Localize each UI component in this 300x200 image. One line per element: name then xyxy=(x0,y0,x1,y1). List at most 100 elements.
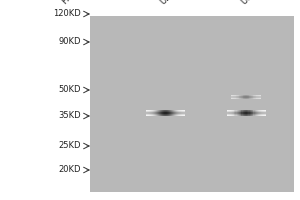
Bar xyxy=(231,96,261,97)
Bar xyxy=(64,86,65,92)
Bar xyxy=(240,95,241,99)
Bar xyxy=(78,109,79,117)
Bar xyxy=(75,109,76,117)
Bar xyxy=(237,95,238,99)
Bar xyxy=(57,86,58,92)
Text: 50KD: 50KD xyxy=(58,85,81,94)
Bar xyxy=(53,109,54,117)
Bar xyxy=(242,110,244,116)
Bar xyxy=(149,110,151,116)
Bar xyxy=(247,95,248,99)
Bar xyxy=(226,115,266,116)
Bar xyxy=(231,97,261,98)
Bar xyxy=(55,86,56,92)
Bar xyxy=(226,111,266,112)
Bar xyxy=(45,89,87,90)
Bar xyxy=(45,90,87,91)
Bar xyxy=(253,95,254,99)
Bar xyxy=(178,110,179,116)
Bar xyxy=(86,86,87,92)
Bar xyxy=(252,95,253,99)
Bar xyxy=(258,95,259,99)
Bar xyxy=(69,109,70,117)
Bar xyxy=(182,110,184,116)
Bar xyxy=(167,110,169,116)
Bar xyxy=(244,95,245,99)
Bar xyxy=(71,109,73,117)
Bar xyxy=(79,109,80,117)
Bar xyxy=(265,110,266,116)
Bar xyxy=(250,95,251,99)
Bar xyxy=(43,109,44,117)
Bar xyxy=(236,95,237,99)
Bar xyxy=(85,86,86,92)
Bar xyxy=(181,110,182,116)
Bar xyxy=(59,86,60,92)
Bar xyxy=(254,95,255,99)
Bar xyxy=(235,95,236,99)
Bar xyxy=(89,109,90,117)
Text: 90KD: 90KD xyxy=(58,38,81,46)
Bar xyxy=(65,86,67,92)
Bar xyxy=(173,110,175,116)
Bar xyxy=(238,110,239,116)
Bar xyxy=(246,95,247,99)
Bar xyxy=(52,86,54,92)
Bar xyxy=(44,109,46,117)
Bar xyxy=(247,110,248,116)
Bar xyxy=(76,109,78,117)
Bar xyxy=(244,110,245,116)
Bar xyxy=(262,110,263,116)
Bar xyxy=(60,86,61,92)
Bar xyxy=(70,86,71,92)
Bar xyxy=(254,110,256,116)
Bar xyxy=(146,115,184,116)
Bar xyxy=(236,110,238,116)
Bar xyxy=(157,110,158,116)
Bar xyxy=(62,86,63,92)
Bar xyxy=(48,109,50,117)
Bar xyxy=(76,86,77,92)
Bar xyxy=(146,110,148,116)
Bar xyxy=(56,109,57,117)
Bar xyxy=(80,109,81,117)
Bar xyxy=(42,112,90,113)
Bar xyxy=(169,110,170,116)
Bar xyxy=(248,110,250,116)
Bar xyxy=(146,111,184,112)
Bar xyxy=(58,86,59,92)
Bar xyxy=(226,110,266,111)
Bar xyxy=(146,114,184,115)
Bar xyxy=(84,109,85,117)
Bar xyxy=(245,95,246,99)
Bar xyxy=(59,109,61,117)
Bar xyxy=(45,87,87,88)
Text: 35KD: 35KD xyxy=(58,112,81,120)
Bar xyxy=(75,86,76,92)
Bar xyxy=(80,86,82,92)
Bar xyxy=(74,86,75,92)
Bar xyxy=(259,110,260,116)
Bar xyxy=(58,109,59,117)
Bar xyxy=(248,95,249,99)
Bar xyxy=(241,95,242,99)
Bar xyxy=(50,86,52,92)
Bar xyxy=(63,86,64,92)
Bar xyxy=(175,110,176,116)
Bar xyxy=(57,109,58,117)
Bar xyxy=(42,113,90,114)
Bar xyxy=(42,116,90,117)
Bar xyxy=(47,109,48,117)
Bar xyxy=(161,110,163,116)
Bar xyxy=(166,110,167,116)
Bar xyxy=(232,110,233,116)
Bar xyxy=(50,109,51,117)
Bar xyxy=(238,95,239,99)
Bar xyxy=(42,110,90,111)
Bar xyxy=(230,110,232,116)
Bar xyxy=(235,110,236,116)
Bar xyxy=(158,110,160,116)
Bar xyxy=(234,95,235,99)
Bar xyxy=(49,86,50,92)
Bar xyxy=(51,109,52,117)
